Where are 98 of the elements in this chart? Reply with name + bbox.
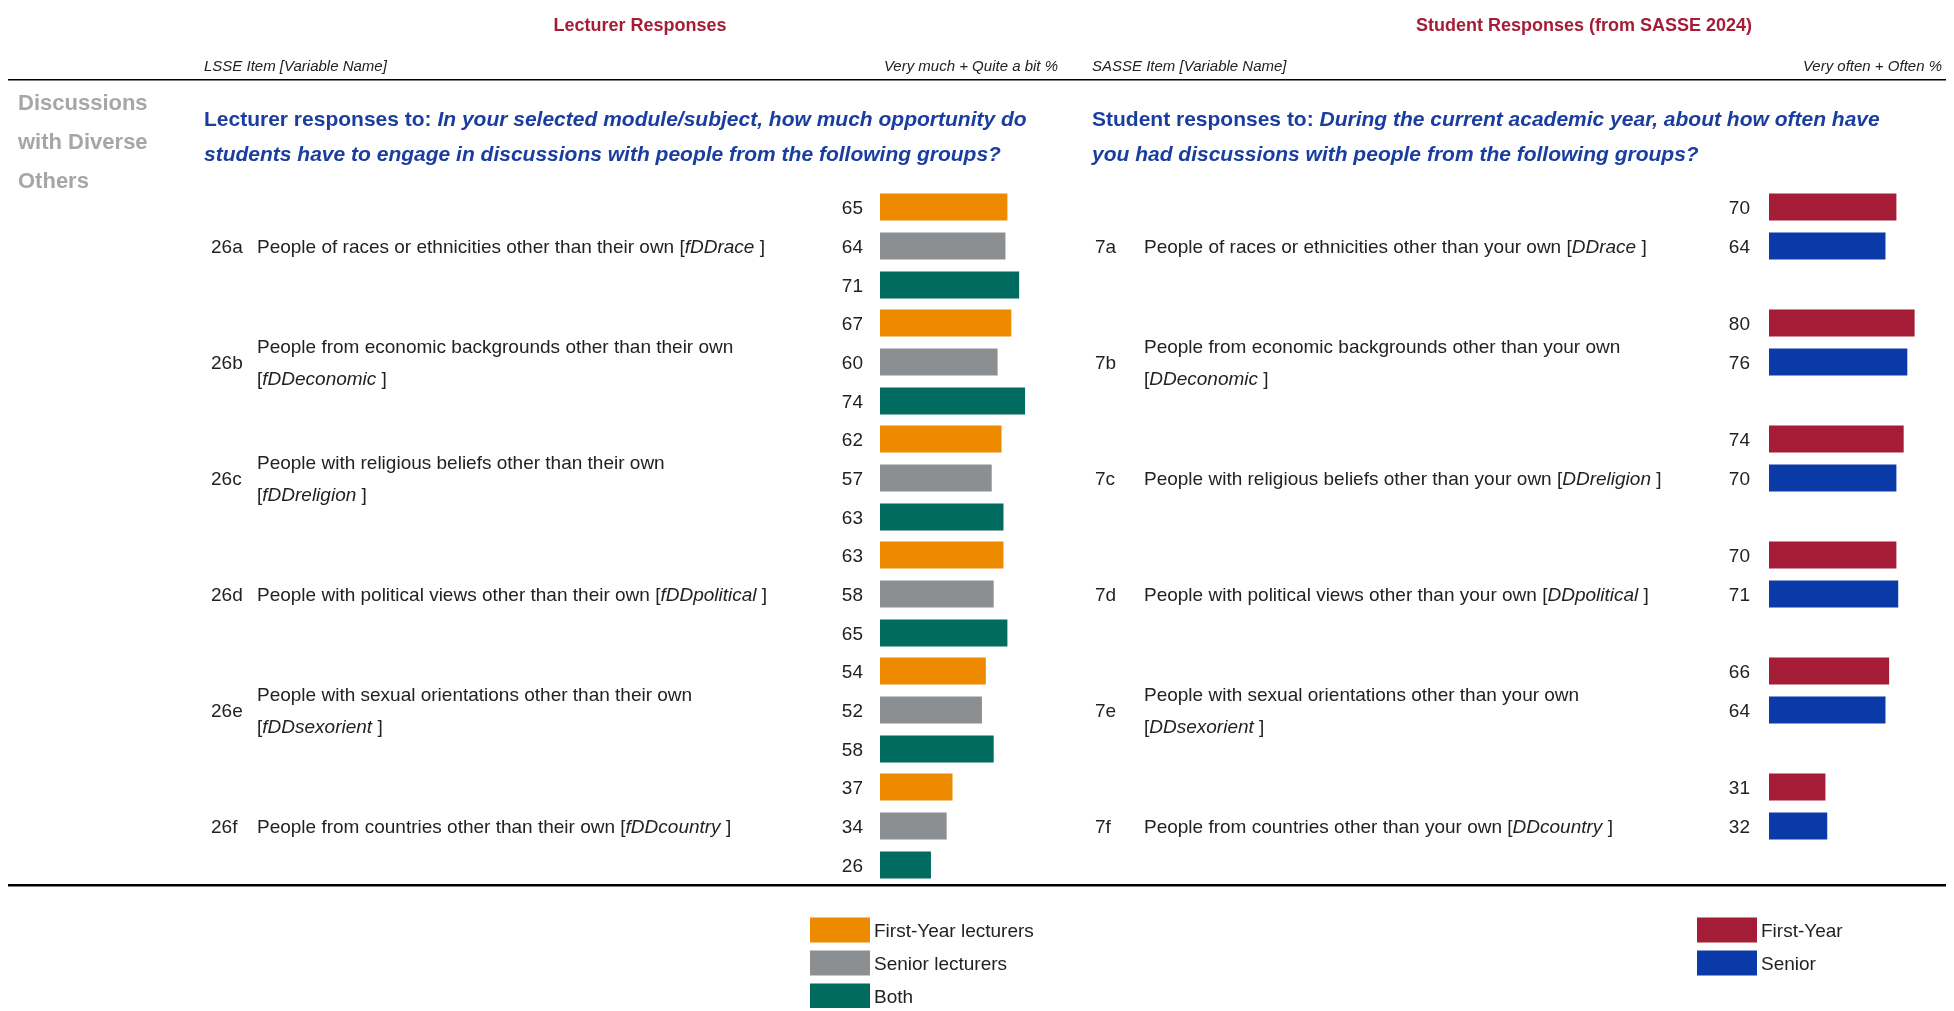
text: 26d bbox=[211, 583, 243, 605]
text: Discussions with Diverse Others bbox=[17, 89, 148, 193]
legend-label: Senior bbox=[1761, 952, 1817, 974]
text: 26f bbox=[211, 815, 239, 837]
bar bbox=[1769, 232, 1886, 260]
bar bbox=[880, 773, 953, 801]
bar bbox=[880, 464, 992, 492]
x-axis-title: Very often + Often % bbox=[1802, 56, 1942, 74]
bar bbox=[1769, 773, 1826, 801]
bar bbox=[1769, 348, 1908, 376]
data-label: 34 bbox=[841, 815, 864, 837]
legend-label: First-Year bbox=[1761, 919, 1844, 941]
data-label: 64 bbox=[841, 235, 864, 257]
text: 7a bbox=[1095, 235, 1117, 257]
data-label: 65 bbox=[841, 196, 863, 218]
text: 26e bbox=[211, 699, 243, 721]
x-axis-title: Very much + Quite a bit % bbox=[883, 56, 1058, 74]
y-tick-label: People of races or ethnicities other than your own [DDrace ] bbox=[1144, 235, 1647, 257]
text: 7b bbox=[1095, 351, 1117, 373]
bar bbox=[880, 735, 994, 763]
bar bbox=[1769, 580, 1899, 608]
data-label: 70 bbox=[1728, 544, 1750, 566]
y-tick-label: People with political views other than their own [fDDpolitical ] bbox=[257, 583, 768, 605]
data-label: 57 bbox=[841, 467, 863, 489]
text: Student Responses (from SASSE 2024) bbox=[1415, 15, 1753, 35]
data-label: 70 bbox=[1728, 467, 1750, 489]
y-axis-title: LSSE Item [Variable Name] bbox=[204, 56, 388, 74]
data-label: 37 bbox=[841, 776, 863, 798]
legend-label: First-Year lecturers bbox=[874, 919, 1034, 941]
data-label: 71 bbox=[841, 274, 863, 296]
bar bbox=[880, 541, 1004, 569]
bar bbox=[880, 193, 1008, 221]
bar bbox=[880, 851, 931, 879]
bar bbox=[880, 348, 998, 376]
data-label: 64 bbox=[1728, 235, 1751, 257]
y-tick-label: People with religious beliefs other than your own [DDreligion ] bbox=[1144, 467, 1662, 489]
bar bbox=[880, 232, 1006, 260]
data-label: 71 bbox=[1728, 583, 1750, 605]
bar bbox=[880, 309, 1012, 337]
y-tick-label: People from economic backgrounds other than your own [DDeconomic ] bbox=[1144, 335, 1621, 389]
bar bbox=[1769, 309, 1915, 337]
data-label: 26 bbox=[841, 854, 863, 876]
legend-label: Senior lecturers bbox=[874, 952, 1008, 974]
bar bbox=[1769, 464, 1897, 492]
bar bbox=[880, 425, 1002, 453]
bar bbox=[880, 619, 1008, 647]
bar bbox=[1769, 425, 1904, 453]
bar bbox=[1769, 657, 1890, 685]
data-label: 63 bbox=[841, 544, 863, 566]
data-label: 64 bbox=[1728, 699, 1751, 721]
data-label: 67 bbox=[841, 312, 863, 334]
bar bbox=[880, 387, 1026, 415]
legend-label: Both bbox=[874, 985, 914, 1007]
bar bbox=[1769, 541, 1897, 569]
data-label: 58 bbox=[841, 738, 863, 760]
data-label: 66 bbox=[1728, 660, 1750, 682]
y-tick-label: People of races or ethnicities other than their own [fDDrace ] bbox=[257, 235, 765, 257]
data-label: 80 bbox=[1728, 312, 1750, 334]
data-label: 31 bbox=[1728, 776, 1750, 798]
y-tick-label: People from countries other than their own [fDDcountry ] bbox=[257, 815, 732, 837]
data-label: 74 bbox=[1728, 428, 1751, 450]
bar bbox=[880, 812, 947, 840]
text: 26b bbox=[211, 351, 243, 373]
text: 7d bbox=[1095, 583, 1117, 605]
y-tick-label: People with sexual orientations other than your own [DDsexorient ] bbox=[1144, 683, 1580, 737]
bar bbox=[1769, 193, 1897, 221]
bar bbox=[880, 503, 1004, 531]
bar bbox=[880, 580, 994, 608]
text: 26c bbox=[211, 467, 242, 489]
text: Lecturer Responses bbox=[553, 15, 727, 35]
data-label: 63 bbox=[841, 506, 863, 528]
bar bbox=[880, 271, 1020, 299]
data-label: 76 bbox=[1728, 351, 1750, 373]
data-label: 58 bbox=[841, 583, 863, 605]
data-label: 52 bbox=[841, 699, 863, 721]
text: Lecturer responses to: In your selected module/subject, how much opportunity do students have to engage in discussions with people from the following groups? bbox=[204, 106, 1027, 164]
data-label: 65 bbox=[841, 622, 863, 644]
bar bbox=[880, 657, 986, 685]
data-label: 54 bbox=[841, 660, 864, 682]
y-axis-title: SASSE Item [Variable Name] bbox=[1092, 56, 1288, 74]
data-label: 70 bbox=[1728, 196, 1750, 218]
text: 7e bbox=[1095, 699, 1117, 721]
y-tick-label: People with sexual orientations other than their own [fDDsexorient ] bbox=[257, 683, 693, 737]
text: 26a bbox=[211, 235, 244, 257]
data-label: 62 bbox=[841, 428, 863, 450]
bar bbox=[880, 696, 982, 724]
bar bbox=[1769, 696, 1886, 724]
data-label: 74 bbox=[841, 390, 864, 412]
y-tick-label: People from countries other than your own [DDcountry ] bbox=[1144, 815, 1613, 837]
y-tick-label: People from economic backgrounds other than their own [fDDeconomic ] bbox=[257, 335, 734, 389]
data-label: 60 bbox=[841, 351, 863, 373]
y-tick-label: People with political views other than your own [DDpolitical ] bbox=[1144, 583, 1649, 605]
y-tick-label: People with religious beliefs other than their own [fDDreligion ] bbox=[257, 451, 665, 505]
data-label: 32 bbox=[1728, 815, 1750, 837]
bar bbox=[1769, 812, 1828, 840]
text: Student responses to: During the current academic year, about how often have you had discussions with people from the following groups? bbox=[1091, 106, 1880, 164]
text: 7c bbox=[1095, 467, 1116, 489]
text: 7f bbox=[1095, 815, 1112, 837]
